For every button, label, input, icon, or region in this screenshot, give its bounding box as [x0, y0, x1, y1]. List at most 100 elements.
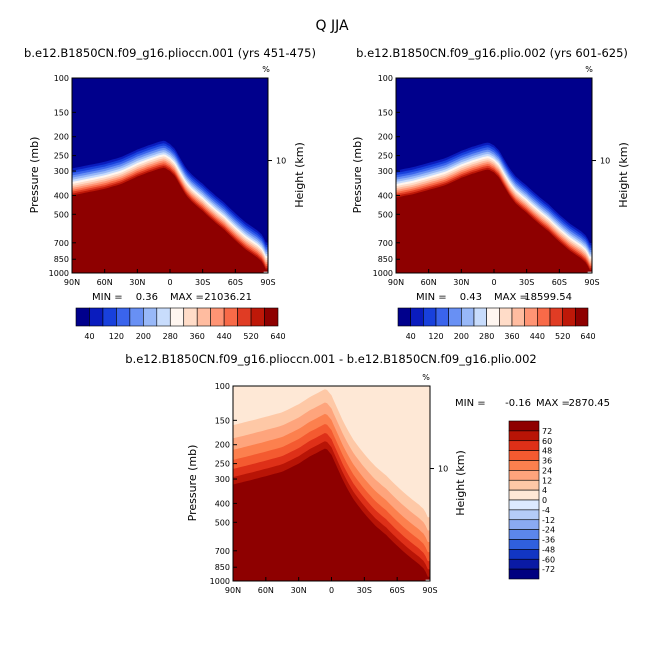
- colorbar-label: 640: [580, 332, 595, 341]
- y-tick-label: 850: [215, 563, 230, 572]
- y-tick-label: 250: [215, 460, 230, 469]
- y-tick-label: 200: [378, 133, 393, 142]
- figure-title: Q JJA: [315, 18, 348, 34]
- x-tick-label: 90N: [64, 278, 80, 287]
- y-tick-label: 1000: [373, 269, 393, 278]
- colorbar-swatch: [461, 307, 475, 327]
- panel-1-min-value: 0.36: [136, 292, 158, 303]
- x-tick-label: 60N: [97, 278, 113, 287]
- x-tick-label: 30S: [357, 586, 372, 595]
- colorbar-swatch: [508, 430, 540, 442]
- colorbar-swatch: [508, 460, 540, 471]
- x-tick-label: 0: [329, 586, 334, 595]
- panel-1-y-ticks: 100 150 200 250 300 400 500 700 850 1000: [49, 74, 76, 278]
- colorbar-swatch: [223, 307, 238, 327]
- y-tick-label: 700: [54, 239, 69, 248]
- panel-3-min-label: MIN =: [455, 398, 486, 409]
- colorbar-label: -24: [542, 526, 555, 535]
- panel-1-height-tick: 10: [268, 157, 286, 166]
- x-tick-label: 60S: [228, 278, 243, 287]
- y-tick-label: 150: [215, 416, 230, 425]
- y-tick-label: 500: [215, 518, 230, 527]
- panel-3-min-value: -0.16: [505, 398, 531, 409]
- panel-3-max-value: 2870.45: [569, 398, 610, 409]
- colorbar-swatch: [508, 568, 540, 580]
- colorbar-swatch: [511, 307, 525, 327]
- colorbar-label: 440: [216, 332, 231, 341]
- colorbar-swatch: [473, 307, 487, 327]
- panel-3-plot: [233, 386, 430, 581]
- panel-2-right-label: Height (km): [617, 142, 630, 208]
- colorbar-swatch: [549, 307, 563, 327]
- x-tick-label: 90S: [584, 278, 599, 287]
- colorbar-label: 360: [190, 332, 205, 341]
- panel-3-x-ticks: 90N 60N 30N 0 30S 60S 90S: [225, 577, 438, 595]
- y-tick-label: 500: [54, 210, 69, 219]
- colorbar-swatch: [102, 307, 117, 327]
- colorbar-label: 200: [136, 332, 151, 341]
- height-tick-label: 10: [438, 465, 448, 474]
- colorbar-swatch: [116, 307, 131, 327]
- y-tick-label: 700: [215, 547, 230, 556]
- panel-3-y-ticks: 100 150 200 250 300 400 500 700 850 1000: [210, 382, 237, 586]
- panel-2-colorbar: 40 120 200 280 360 440 520 640: [397, 307, 596, 341]
- x-tick-label: 90N: [225, 586, 241, 595]
- colorbar-swatch: [397, 307, 411, 327]
- colorbar-swatch: [508, 499, 540, 511]
- colorbar-swatch: [486, 307, 500, 327]
- colorbar-swatch: [89, 307, 104, 327]
- panel-3-title: b.e12.B1850CN.f09_g16.plioccn.001 - b.e1…: [125, 352, 536, 366]
- colorbar-swatch: [508, 509, 540, 521]
- colorbar-label: 0: [542, 496, 547, 505]
- colorbar-swatch: [508, 489, 540, 501]
- x-tick-label: 0: [167, 278, 172, 287]
- y-tick-label: 100: [215, 382, 230, 391]
- panel-3: b.e12.B1850CN.f09_g16.plioccn.001 - b.e1…: [125, 352, 610, 595]
- panel-1-min-label: MIN =: [92, 292, 123, 303]
- colorbar-label: 520: [243, 332, 258, 341]
- colorbar-swatch: [537, 307, 551, 327]
- contour-band: [396, 169, 592, 273]
- colorbar-swatch: [143, 307, 158, 327]
- colorbar-swatch: [508, 539, 540, 550]
- colorbar-label: 440: [530, 332, 545, 341]
- y-tick-label: 850: [378, 255, 393, 264]
- colorbar-label: 60: [542, 437, 552, 446]
- y-tick-label: 700: [378, 239, 393, 248]
- panel-3-max-label: MAX =: [536, 398, 570, 409]
- panel-2-plot: [396, 78, 592, 273]
- terrain-mask: [425, 579, 430, 581]
- x-tick-label: 60S: [552, 278, 567, 287]
- y-tick-label: 200: [215, 441, 230, 450]
- y-tick-label: 100: [378, 74, 393, 83]
- x-tick-label: 30N: [129, 278, 145, 287]
- panel-2-max-value: 18599.54: [524, 292, 572, 303]
- colorbar-swatch: [169, 307, 185, 327]
- terrain-mask: [263, 271, 268, 273]
- panel-2-max-label: MAX =: [494, 292, 528, 303]
- colorbar-swatch: [250, 307, 265, 327]
- colorbar-swatch: [562, 307, 576, 327]
- colorbar-swatch: [508, 549, 540, 560]
- panel-1-x-ticks: 90N 60N 30N 0 30S 60S 90S: [64, 269, 276, 287]
- height-tick-label: 10: [600, 157, 610, 166]
- colorbar-swatch: [435, 307, 449, 327]
- colorbar-label: 520: [555, 332, 570, 341]
- colorbar-swatch: [183, 307, 198, 327]
- panel-2-min-value: 0.43: [460, 292, 482, 303]
- panel-1-title: b.e12.B1850CN.f09_g16.plioccn.001 (yrs 4…: [24, 46, 316, 60]
- colorbar-label: 120: [109, 332, 124, 341]
- panel-2-title: b.e12.B1850CN.f09_g16.plio.002 (yrs 601-…: [356, 46, 628, 60]
- colorbar-swatch: [237, 307, 252, 327]
- colorbar-swatch: [508, 420, 540, 432]
- y-tick-label: 850: [54, 255, 69, 264]
- x-tick-label: 0: [491, 278, 496, 287]
- colorbar-label: 48: [542, 447, 552, 456]
- y-tick-label: 400: [54, 191, 69, 200]
- panel-1-max-value: 21036.21: [204, 292, 252, 303]
- panel-2-unit: %: [585, 65, 593, 74]
- colorbar-swatch: [508, 440, 540, 451]
- x-tick-label: 30N: [291, 586, 307, 595]
